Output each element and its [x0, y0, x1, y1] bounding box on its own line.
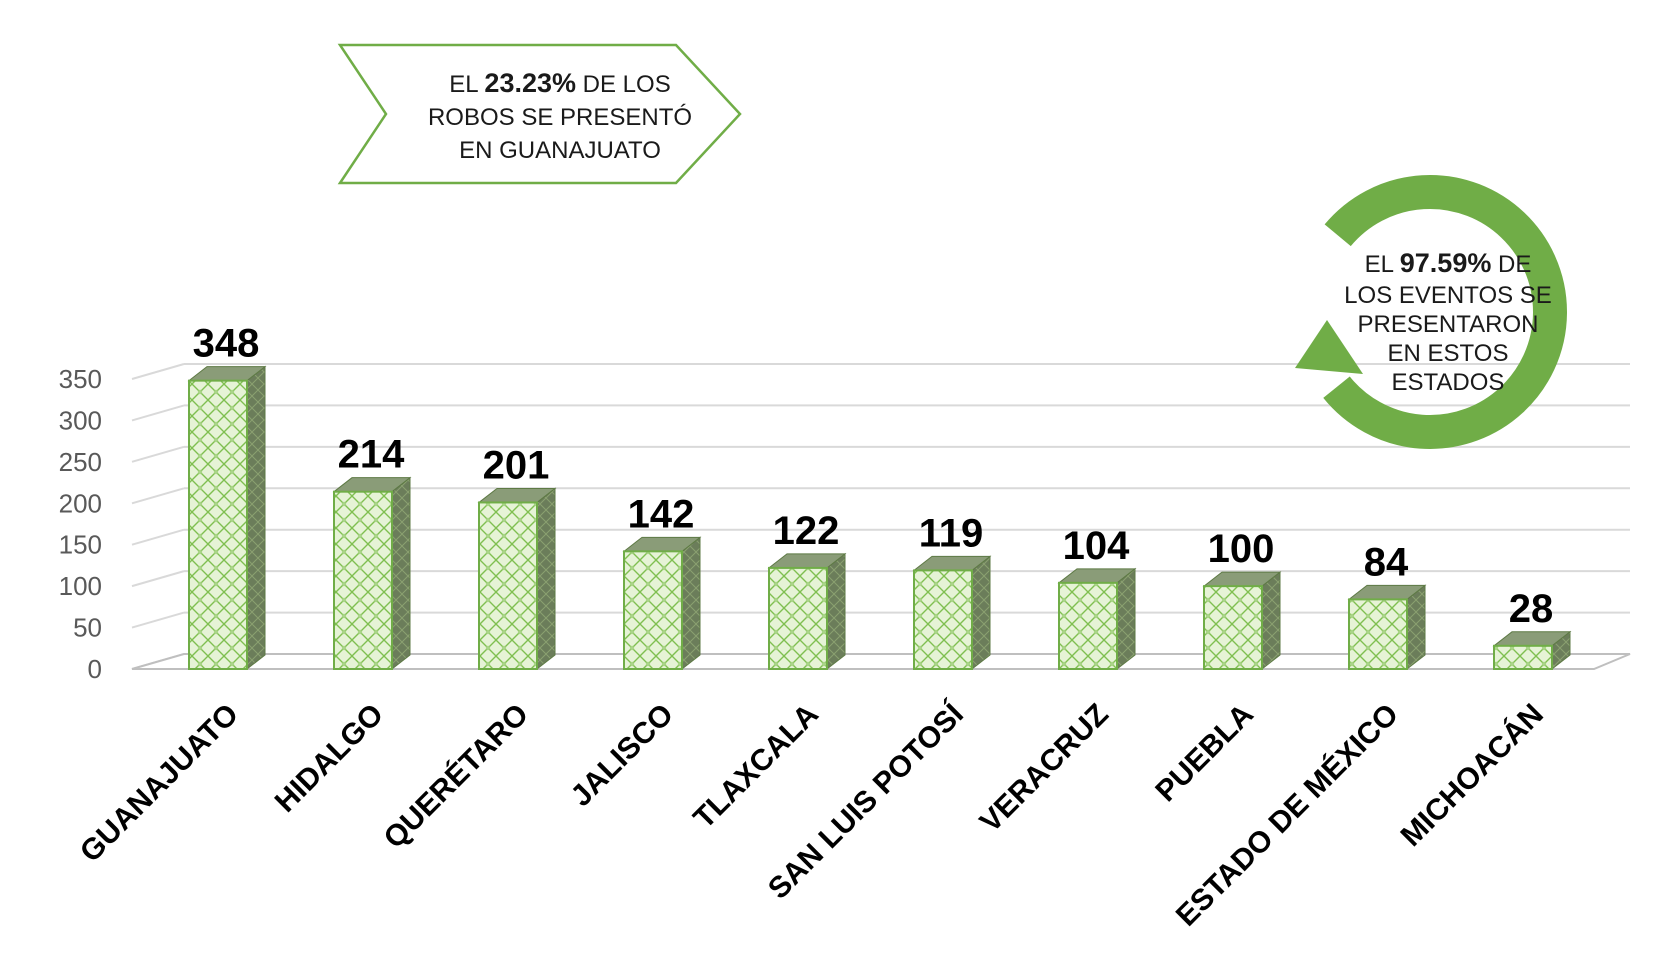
x-category-label: GUANAJUATO	[74, 698, 245, 869]
x-category-label: MICHOACÁN	[1394, 697, 1550, 853]
data-label: 84	[1364, 540, 1409, 584]
y-tick-label: 0	[88, 654, 102, 684]
bar-front	[913, 569, 973, 671]
bar	[477, 487, 557, 671]
bar-front	[623, 550, 683, 671]
data-label: 214	[338, 433, 405, 477]
cycle-line-3: PRESENTARON	[1358, 311, 1539, 338]
x-category-label: HIDALGO	[269, 698, 390, 819]
x-category-label: VERACRUZ	[974, 698, 1115, 839]
bar-side	[1261, 571, 1281, 671]
cycle-line-1: EL 97.59% DE	[1365, 248, 1532, 278]
data-label: 100	[1208, 527, 1275, 571]
y-tick-label: 250	[59, 447, 102, 477]
bar-front	[1348, 598, 1408, 670]
data-label: 348	[193, 322, 260, 366]
bar-side	[536, 487, 556, 671]
gridline	[131, 570, 1630, 588]
bar-side	[391, 476, 411, 671]
gridline	[131, 487, 1630, 505]
callout-line-3: EN GUANAJUATO	[459, 137, 661, 164]
bar-front	[1493, 644, 1553, 670]
y-tick-label: 150	[59, 530, 102, 560]
data-label: 104	[1063, 524, 1130, 568]
bar-front	[188, 379, 248, 670]
bars	[187, 365, 1572, 671]
bar-side	[1406, 584, 1426, 671]
cycle-line-2: LOS EVENTOS SE	[1344, 282, 1552, 309]
bar	[187, 365, 267, 671]
gridlines	[131, 362, 1630, 670]
bar-front	[333, 490, 393, 670]
bar	[1347, 584, 1427, 671]
callout-line-2: ROBOS SE PRESENTÓ	[428, 104, 692, 131]
bar-front	[1203, 585, 1263, 671]
cycle-callout: EL 97.59% DE LOS EVENTOS SE PRESENTARON …	[1295, 175, 1567, 449]
y-tick-label: 350	[59, 364, 102, 394]
bar-side	[1116, 567, 1136, 671]
cycle-line-4: EN ESTOS	[1388, 340, 1509, 367]
data-label: 28	[1509, 587, 1554, 631]
data-label: 201	[483, 443, 550, 487]
bar	[912, 555, 992, 671]
gridline	[131, 404, 1630, 422]
bar-front	[478, 501, 538, 670]
bar	[1057, 567, 1137, 671]
y-tick-label: 100	[59, 571, 102, 601]
bar-front	[1058, 581, 1118, 671]
data-label: 122	[773, 509, 840, 553]
bar-side	[246, 365, 266, 671]
x-category-label: PUEBLA	[1149, 698, 1260, 809]
bar	[767, 552, 847, 671]
data-labels: 348 214 201 142 122 119 104 100 84 28	[193, 322, 1554, 631]
cycle-line-5: ESTADOS	[1392, 369, 1505, 396]
y-axis-ticks: 0 50 100 150 200 250 300 350	[59, 364, 102, 684]
gridline	[131, 362, 1630, 380]
y-tick-label: 200	[59, 488, 102, 518]
data-label: 142	[628, 492, 695, 536]
x-category-label: QUERÉTARO	[377, 697, 535, 855]
bar-side	[826, 552, 846, 671]
bar	[622, 536, 702, 671]
gridline	[131, 445, 1630, 463]
bar	[1492, 630, 1572, 671]
bar-side	[681, 536, 701, 671]
callout-line-1: EL 23.23% DE LOS	[449, 68, 670, 98]
gridline	[131, 528, 1630, 546]
data-label: 119	[919, 511, 984, 555]
bar-side	[971, 555, 991, 671]
y-tick-label: 50	[73, 613, 102, 643]
guanajuato-callout: EL 23.23% DE LOS ROBOS SE PRESENTÓ EN GU…	[337, 43, 742, 185]
x-category-label: TLAXCALA	[687, 698, 825, 836]
bar	[332, 476, 412, 671]
circular-arrow-icon	[1295, 175, 1567, 449]
x-category-label: JALISCO	[565, 698, 680, 813]
y-tick-label: 300	[59, 405, 102, 435]
callout-arrow-shape	[337, 43, 742, 185]
bar-front	[768, 566, 828, 671]
bar	[1202, 571, 1282, 671]
